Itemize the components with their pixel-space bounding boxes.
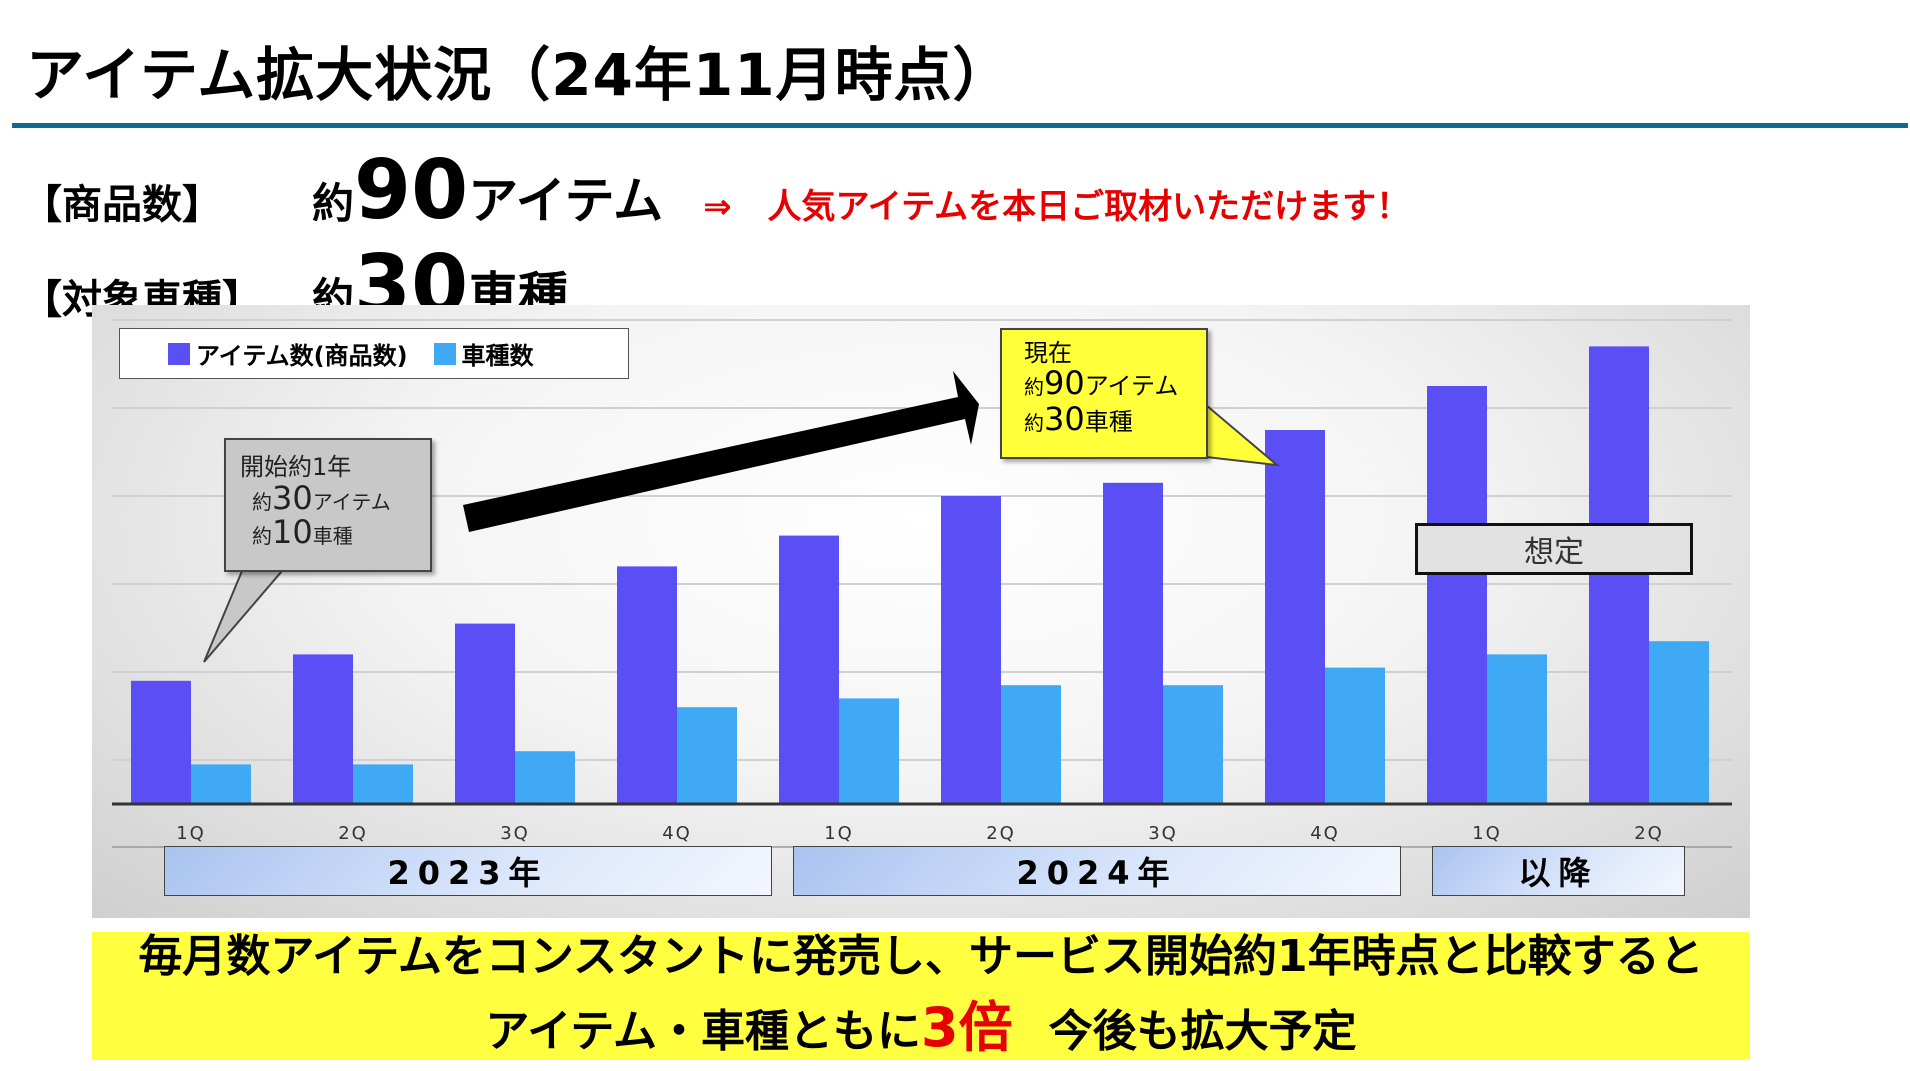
- bar-items: [617, 566, 677, 804]
- current-cars-prefix: 約: [1024, 410, 1044, 435]
- start-cars-prefix: 約: [252, 523, 272, 548]
- banner-line-1: 毎月数アイテムをコンスタントに発売し、サービス開始約1年時点と比較すると: [138, 930, 1704, 982]
- start-callout: 開始約1年 約30アイテム 約10車種: [224, 438, 432, 572]
- page-title: アイテム拡大状況（24年11月時点）: [26, 41, 1012, 109]
- banner-line-2-a: アイテム・車種ともに: [485, 1005, 922, 1057]
- chart-legend: アイテム数(商品数) 車種数: [119, 328, 629, 379]
- current-callout-title: 現在: [1024, 339, 1072, 367]
- start-items-unit: アイテム: [312, 490, 391, 514]
- current-cars-num: 30: [1044, 399, 1085, 438]
- legend-swatch-items: [168, 342, 190, 365]
- start-callout-title: 開始約1年: [240, 453, 352, 481]
- banner-line-2: アイテム・車種ともに3倍 今後も拡大予定: [485, 989, 1356, 1067]
- year-group-later: 以降: [1432, 846, 1685, 896]
- year-group-2023: 2023年: [164, 846, 772, 896]
- banner-line-2-b: 今後も拡大予定: [1048, 1005, 1357, 1057]
- legend-label-cars: 車種数: [461, 342, 534, 370]
- legend-label-items: アイテム数(商品数): [196, 342, 408, 370]
- bar-items: [455, 623, 515, 804]
- bar-car-models: [1487, 654, 1547, 804]
- x-tick-label: 2Q: [338, 823, 368, 844]
- bar-car-models: [515, 751, 575, 804]
- current-callout: 現在 約90アイテム 約30車種: [1000, 328, 1208, 459]
- x-tick-label: 4Q: [662, 823, 692, 844]
- bar-items: [1589, 346, 1649, 804]
- arrow-icon: ⇒: [703, 187, 732, 227]
- start-cars-num: 10: [272, 512, 313, 551]
- bar-car-models: [839, 698, 899, 804]
- bar-items: [131, 680, 191, 804]
- products-note: ⇒ 人気アイテムを本日ご取材いただけます！: [703, 179, 1410, 228]
- bar-car-models: [191, 764, 251, 804]
- products-summary: 【商品数】 約 90 アイテム ⇒ 人気アイテムを本日ご取材いただけます！: [22, 150, 1410, 233]
- start-items-prefix: 約: [252, 490, 272, 514]
- x-tick-label: 1Q: [176, 823, 206, 844]
- x-tick-label: 1Q: [824, 823, 854, 844]
- bar-car-models: [1001, 685, 1061, 804]
- products-prefix: 約: [312, 179, 355, 228]
- bar-car-models: [353, 764, 413, 804]
- x-tick-label: 3Q: [1148, 823, 1178, 844]
- banner-emphasis: 3倍: [921, 995, 1013, 1059]
- products-label: 【商品数】: [22, 182, 222, 228]
- x-tick-label: 2Q: [1634, 823, 1664, 844]
- title-divider: [12, 123, 1908, 128]
- year-group-2024: 2024年: [793, 846, 1401, 896]
- conclusion-banner: 毎月数アイテムをコンスタントに発売し、サービス開始約1年時点と比較すると アイテ…: [92, 931, 1750, 1060]
- bar-car-models: [1163, 685, 1223, 804]
- products-note-text: 人気アイテムを本日ご取材いただけます！: [767, 187, 1411, 227]
- x-tick-label: 2Q: [986, 823, 1016, 844]
- current-cars-unit: 車種: [1084, 407, 1133, 436]
- products-value: 90: [354, 143, 469, 238]
- chart-panel: アイテム数(商品数) 車種数 開始約1年 約30アイテム 約10車種 現在 約9…: [92, 305, 1750, 918]
- bar-car-models: [1649, 641, 1709, 804]
- bar-car-models: [677, 707, 737, 804]
- current-items-num: 90: [1044, 364, 1085, 403]
- start-cars-unit: 車種: [312, 523, 353, 548]
- bar-items: [779, 535, 839, 804]
- growth-arrow-icon: [463, 371, 979, 532]
- bar-items: [1265, 430, 1325, 804]
- x-tick-label: 4Q: [1310, 823, 1340, 844]
- start-items-num: 30: [272, 479, 313, 517]
- bar-items: [941, 496, 1001, 804]
- products-unit: アイテム: [468, 172, 664, 230]
- forecast-label: 想定: [1415, 523, 1693, 575]
- bar-items: [1427, 386, 1487, 804]
- current-items-prefix: 約: [1024, 375, 1044, 400]
- bar-car-models: [1325, 667, 1385, 804]
- x-tick-label: 1Q: [1472, 823, 1502, 844]
- bar-chart: [112, 319, 1732, 848]
- bar-items: [1103, 482, 1163, 804]
- legend-swatch-cars: [433, 342, 456, 365]
- x-tick-label: 3Q: [500, 823, 530, 844]
- bar-items: [293, 654, 353, 804]
- current-items-unit: アイテム: [1084, 372, 1179, 401]
